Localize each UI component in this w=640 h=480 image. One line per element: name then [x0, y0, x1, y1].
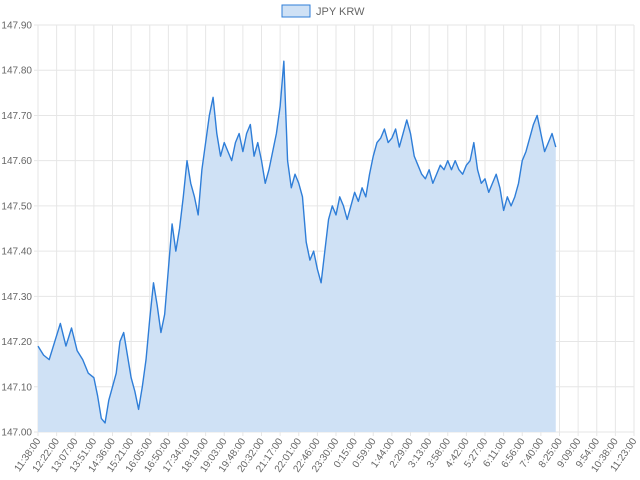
series-line-jpy-krw — [37, 60, 557, 424]
y-tick-label: 147.60 — [1, 156, 32, 167]
series-area-jpy-krw — [38, 61, 556, 433]
y-tick-label: 147.00 — [1, 428, 32, 439]
legend[interactable]: JPY KRW — [281, 4, 365, 18]
y-tick-label: 147.70 — [1, 111, 32, 122]
legend-label: JPY KRW — [316, 6, 365, 18]
y-tick-label: 147.10 — [1, 382, 32, 393]
y-tick-label: 147.80 — [1, 66, 32, 77]
x-axis: 11:38:0012:22:0013:07:0013:51:0014:36:00… — [13, 436, 640, 475]
y-tick-label: 147.90 — [1, 21, 32, 32]
y-tick-label: 147.30 — [1, 292, 32, 303]
legend-swatch — [281, 4, 311, 18]
y-tick-label: 147.40 — [1, 247, 32, 258]
y-tick-label: 147.20 — [1, 337, 32, 348]
y-axis: 147.00 147.10 147.20 147.30 147.40 147.50 147.… — [1, 21, 32, 439]
y-tick-label: 147.50 — [1, 201, 32, 212]
